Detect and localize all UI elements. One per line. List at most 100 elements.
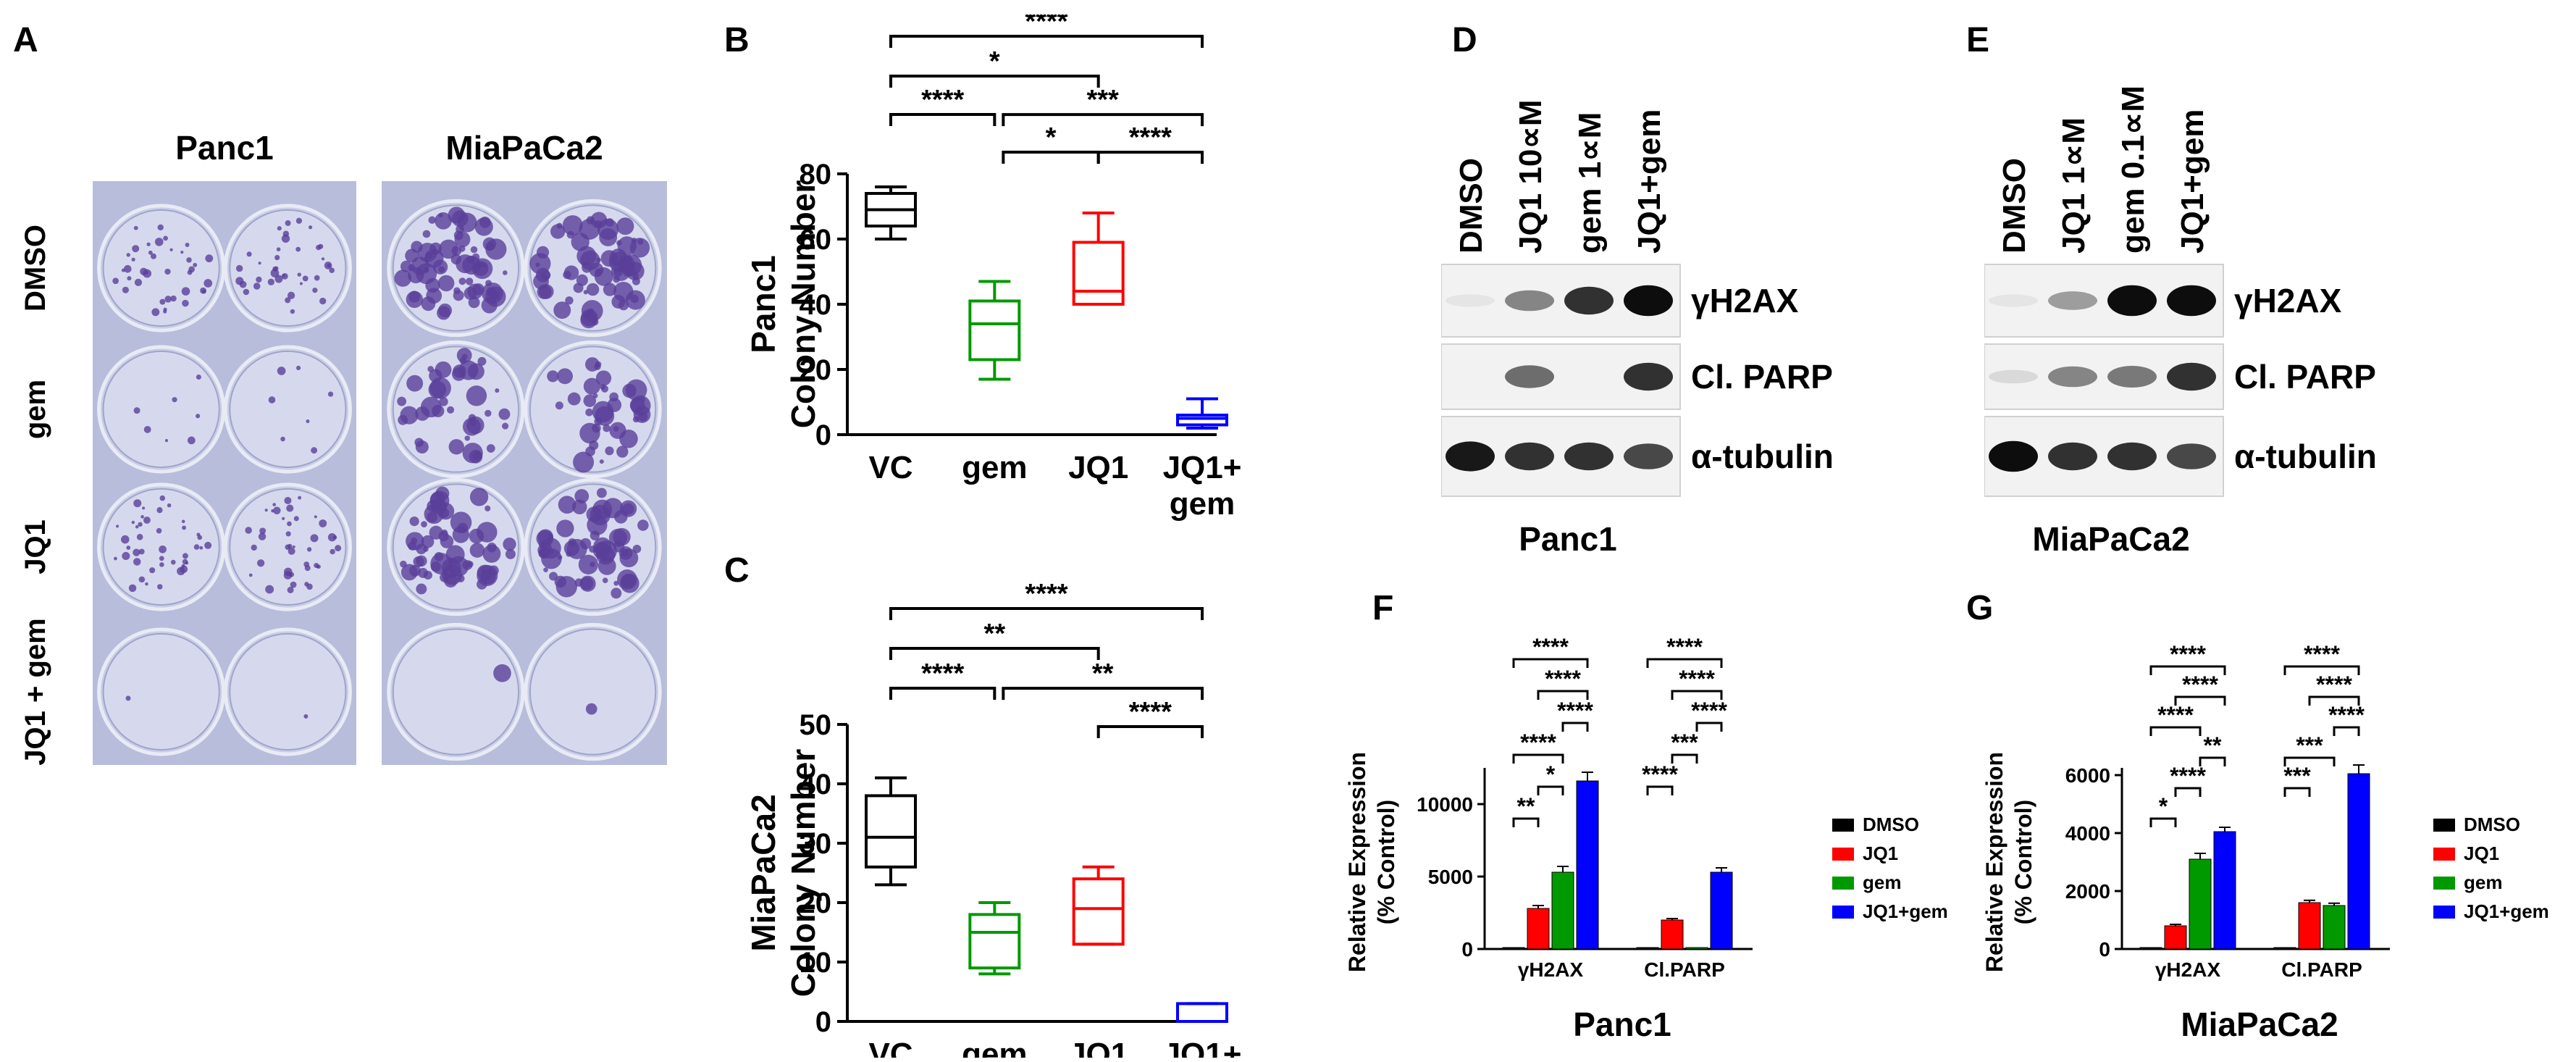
significance-label: * xyxy=(1046,122,1057,153)
colony xyxy=(495,388,500,393)
colony xyxy=(282,230,290,237)
legend-swatch xyxy=(1832,819,1854,832)
colony xyxy=(469,528,484,544)
colony xyxy=(503,270,508,275)
colony xyxy=(474,217,493,236)
colony xyxy=(295,217,303,224)
colony xyxy=(182,525,187,530)
significance-label: *** xyxy=(2283,763,2311,789)
colony xyxy=(458,360,479,380)
colony xyxy=(620,500,637,517)
colony xyxy=(609,422,626,439)
colony xyxy=(159,562,164,567)
well xyxy=(102,209,220,327)
row-label: gem xyxy=(20,380,51,439)
colony xyxy=(180,251,184,254)
colony xyxy=(268,396,276,404)
colony xyxy=(462,443,483,464)
colony xyxy=(259,527,267,535)
colony xyxy=(327,263,331,268)
colony xyxy=(287,521,292,527)
colony xyxy=(603,424,611,432)
colony xyxy=(287,543,293,549)
protein-band xyxy=(1505,365,1554,388)
legend-swatch xyxy=(2433,877,2455,890)
blot-caption: Panc1 xyxy=(1519,520,1617,558)
colony xyxy=(434,552,444,561)
legend-label: DMSO xyxy=(1863,814,1919,835)
colony xyxy=(596,488,607,498)
colony xyxy=(251,544,257,551)
colony xyxy=(136,533,143,540)
colony xyxy=(451,246,462,256)
x-tick-label: Cl.PARP xyxy=(1644,958,1725,981)
significance-bracket xyxy=(1671,690,1723,700)
band-label: Cl. PARP xyxy=(1691,358,1833,396)
colony xyxy=(297,272,302,277)
legend-label: DMSO xyxy=(2464,814,2520,835)
y-tick-label: 0 xyxy=(1461,938,1473,961)
box xyxy=(1072,877,1125,946)
colony xyxy=(196,414,201,419)
y-tick-label: 0 xyxy=(815,419,831,451)
colony xyxy=(267,278,274,285)
panel-label-a: A xyxy=(13,21,38,59)
x-tick-label: JQ1 xyxy=(1068,450,1128,485)
colony xyxy=(330,548,335,555)
colony xyxy=(415,440,429,454)
significance-bracket xyxy=(1537,785,1564,795)
colony xyxy=(248,573,253,577)
row-label: JQ1 xyxy=(20,519,51,574)
bar xyxy=(2347,773,2370,950)
colony xyxy=(613,580,619,586)
colony xyxy=(288,547,295,555)
x-tick-label: gem xyxy=(962,450,1027,485)
colony xyxy=(270,269,280,277)
colony xyxy=(477,356,487,366)
lane-label: JQ1 1∝M xyxy=(2056,117,2092,254)
colony xyxy=(626,262,645,281)
colony xyxy=(595,361,602,368)
colony xyxy=(304,565,311,572)
colony xyxy=(605,446,614,456)
x-tick-label: VC xyxy=(868,450,912,485)
colony xyxy=(480,569,496,585)
colony xyxy=(430,561,441,572)
significance-bracket xyxy=(1646,785,1674,795)
significance-bracket xyxy=(1561,722,1589,732)
colony xyxy=(290,581,297,588)
colony xyxy=(616,446,629,458)
colony xyxy=(471,253,480,262)
colony xyxy=(329,267,335,274)
colony xyxy=(503,538,516,551)
significance-bracket xyxy=(2174,695,2226,706)
colony xyxy=(565,296,574,305)
colony xyxy=(485,280,492,287)
panel-label-c: C xyxy=(724,551,750,590)
colony xyxy=(274,254,280,261)
bar xyxy=(2298,902,2321,950)
x-tick-label: JQ1+ xyxy=(1163,450,1242,485)
colony xyxy=(641,397,646,402)
colony xyxy=(265,585,274,594)
significance-label: **** xyxy=(2182,672,2218,698)
bar xyxy=(2323,905,2346,950)
colony xyxy=(181,564,185,568)
colony xyxy=(586,216,595,225)
y-tick-label: 0 xyxy=(2099,938,2110,961)
colony xyxy=(400,560,407,568)
significance-bracket xyxy=(1002,687,1204,701)
significance-bracket xyxy=(1537,690,1589,700)
significance-bracket xyxy=(889,607,1204,620)
western-blot-panc1: DMSO JQ1 10∝M gem 1∝M JQ1+gem γH2AX Cl. PARP α… xyxy=(1441,100,1834,558)
bar xyxy=(2164,925,2187,950)
colony xyxy=(424,267,429,273)
significance-label: *** xyxy=(1086,85,1119,115)
colony xyxy=(143,517,151,524)
colony xyxy=(596,257,601,263)
colony xyxy=(314,275,320,281)
colony xyxy=(485,286,506,307)
protein-band xyxy=(2048,366,2097,388)
colony xyxy=(466,385,487,406)
colony xyxy=(286,504,294,512)
